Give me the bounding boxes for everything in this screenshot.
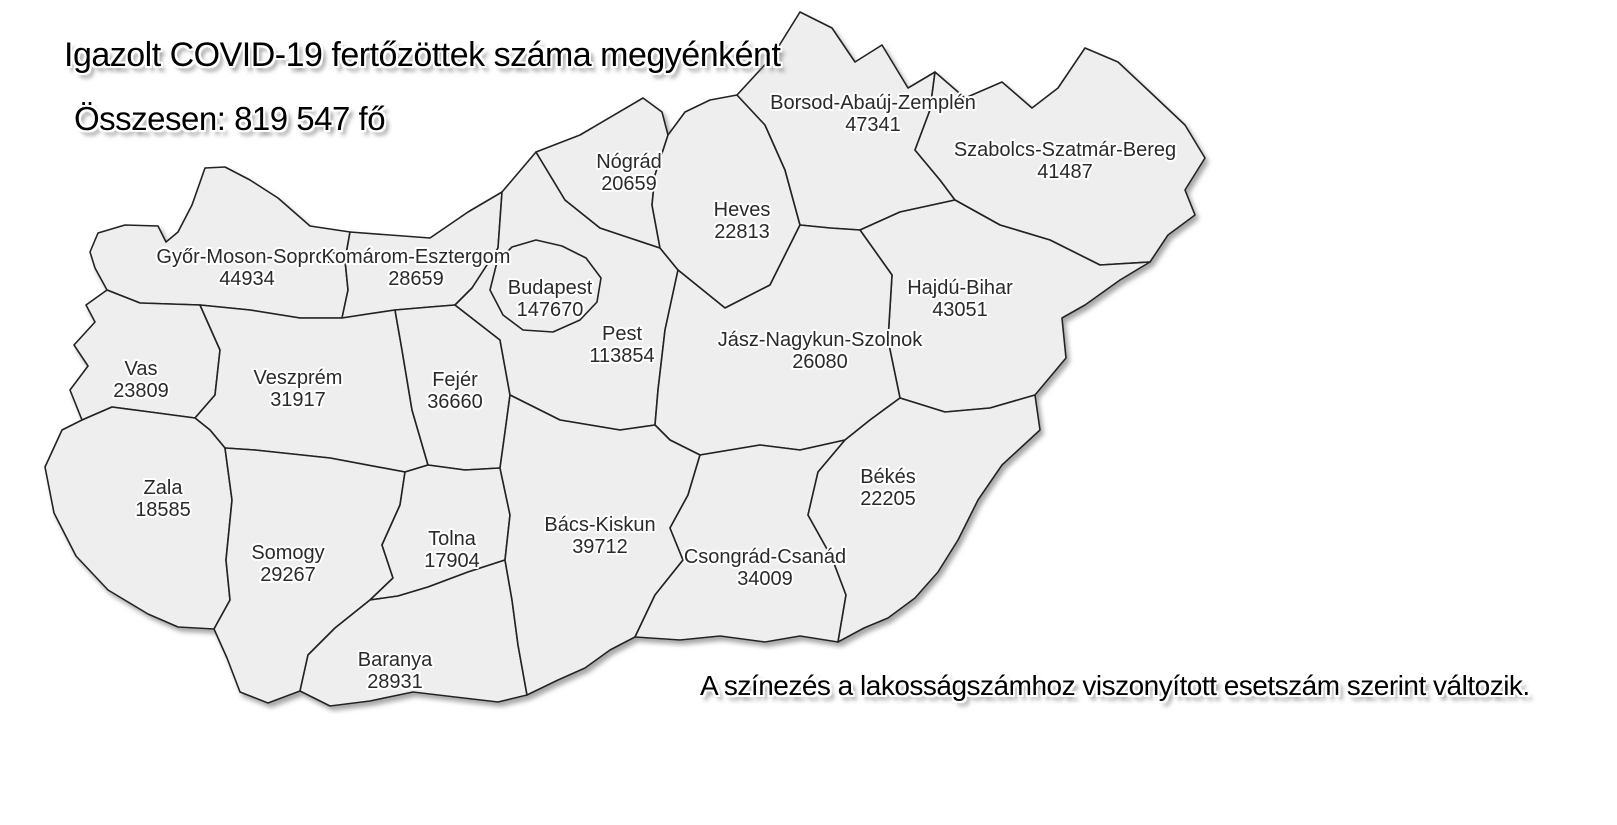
label-veszprem-name: Veszprém	[254, 367, 343, 389]
county-szabolcs-szatmar-bereg	[914, 47, 1206, 266]
label-pest-name: Pest	[602, 323, 642, 345]
label-tolna-name: Tolna	[428, 528, 477, 550]
label-somogy-cases: 29267	[260, 564, 316, 586]
label-tolna-cases: 17904	[424, 550, 480, 572]
county-gyor-moson-sopron	[89, 166, 351, 319]
label-nograd-name: Nógrád	[596, 151, 662, 173]
label-pest-cases: 113854	[589, 345, 654, 367]
label-borsod-abauj-zemplen-cases: 47341	[845, 114, 901, 136]
label-borsod-abauj-zemplen-name: Borsod-Abaúj-Zemplén	[770, 92, 976, 114]
label-heves-cases: 22813	[714, 221, 770, 243]
label-bekes-cases: 22205	[860, 488, 916, 510]
county-bekes	[807, 394, 1041, 643]
label-fejer-name: Fejér	[432, 369, 478, 391]
label-bacs-kiskun-name: Bács-Kiskun	[544, 514, 655, 536]
label-vas-name: Vas	[125, 358, 158, 380]
label-jasz-nagykun-szolnok-cases: 26080	[792, 351, 848, 373]
label-gyor-moson-sopron-cases: 44934	[219, 268, 275, 290]
color-note: A színezés a lakosságszámhoz viszonyítot…	[700, 670, 1530, 701]
label-bacs-kiskun-cases: 39712	[572, 536, 628, 558]
label-fejer-cases: 36660	[427, 391, 483, 413]
label-zala-name: Zala	[144, 477, 184, 499]
label-csongrad-csanad-name: Csongrád-Csanád	[684, 546, 846, 568]
label-baranya-cases: 28931	[367, 671, 423, 693]
label-nograd-cases: 20659	[601, 173, 657, 195]
label-somogy-name: Somogy	[251, 542, 324, 564]
county-shapes	[44, 11, 1206, 707]
label-veszprem-cases: 31917	[270, 389, 326, 411]
county-baranya	[299, 559, 528, 707]
label-bekes-name: Békés	[860, 466, 916, 488]
label-baranya-name: Baranya	[358, 649, 433, 671]
label-csongrad-csanad-cases: 34009	[737, 568, 793, 590]
label-komarom-esztergom-cases: 28659	[388, 268, 444, 290]
label-hajdu-bihar-name: Hajdú-Bihar	[907, 277, 1013, 299]
label-hajdu-bihar-cases: 43051	[932, 299, 988, 321]
label-zala-cases: 18585	[135, 499, 191, 521]
label-szabolcs-szatmar-bereg-cases: 41487	[1037, 161, 1093, 183]
page-title: Igazolt COVID-19 fertőzöttek száma megyé…	[64, 36, 781, 74]
label-vas-cases: 23809	[113, 380, 169, 402]
label-budapest-name: Budapest	[508, 277, 593, 299]
county-budapest	[489, 239, 602, 333]
label-gyor-moson-sopron-name: Győr-Moson-Sopron	[156, 246, 337, 268]
label-komarom-esztergom-name: Komárom-Esztergom	[322, 246, 511, 268]
label-szabolcs-szatmar-bereg-name: Szabolcs-Szatmár-Bereg	[954, 139, 1176, 161]
total-count: Összesen: 819 547 fő	[74, 100, 386, 137]
county-labels: Győr-Moson-Sopron 44934 Komárom-Esztergo…	[111, 90, 1178, 695]
label-heves-name: Heves	[714, 199, 771, 221]
label-jasz-nagykun-szolnok-name: Jász-Nagykun-Szolnok	[718, 329, 924, 351]
county-bacs-kiskun	[499, 394, 701, 696]
label-budapest-cases: 147670	[517, 299, 584, 321]
